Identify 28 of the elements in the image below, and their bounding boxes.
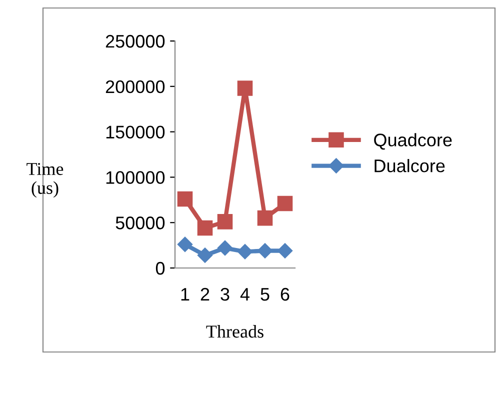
x-tick-label: 4 (240, 288, 250, 301)
x-tick-label: 2 (200, 288, 210, 301)
point (277, 196, 293, 212)
point (257, 243, 273, 258)
x-tick-label: 5 (260, 288, 270, 301)
y-tick-label: 150000 (106, 126, 165, 139)
point (257, 210, 273, 226)
point (217, 240, 233, 256)
y-tick-label: 0 (156, 262, 165, 275)
y-tick-label: 200000 (106, 80, 165, 94)
point (197, 220, 213, 236)
x-axis-title: Threads (206, 325, 264, 338)
point (237, 244, 253, 260)
x-tick-label: 6 (280, 288, 290, 301)
x-tick-label: 3 (220, 288, 230, 301)
y-tick-label: 250000 (106, 34, 165, 48)
point (177, 191, 193, 207)
point (177, 236, 193, 252)
point (217, 214, 233, 230)
legend-label: Dualcore (374, 159, 445, 172)
point (197, 248, 213, 263)
point (237, 80, 253, 96)
y-tick-label: 50000 (116, 216, 165, 230)
y-axis-title: Time (us) (26, 162, 64, 198)
y-tick-label: 100000 (106, 171, 165, 184)
x-tick-label: 1 (181, 288, 190, 301)
point (277, 243, 293, 258)
legend-label: Quadcore (374, 133, 452, 150)
